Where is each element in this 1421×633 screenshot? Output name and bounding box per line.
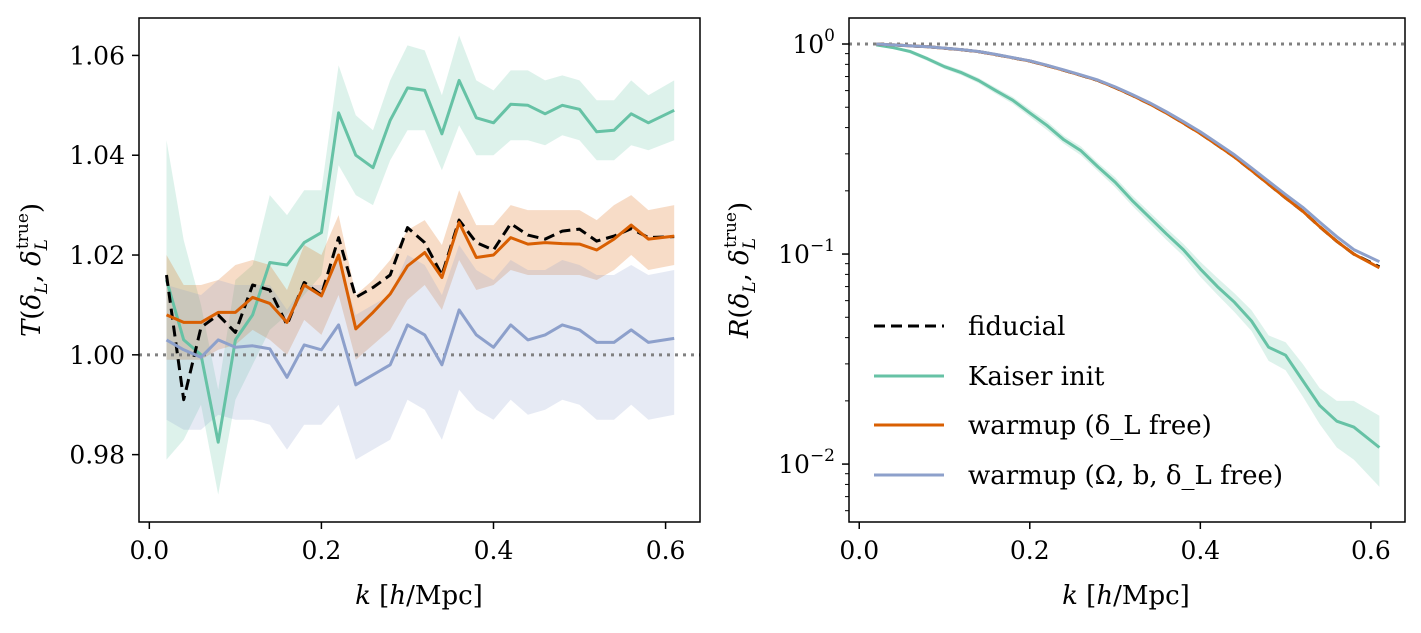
right-y-tick-exponent: −1 — [810, 236, 835, 256]
right-x-axis-label: k [h/Mpc] — [1062, 581, 1190, 611]
left-x-tick-label: 0.6 — [646, 536, 686, 565]
legend-label-fiducial: fiducial — [968, 312, 1065, 342]
right-line-kaiser-init — [876, 43, 1381, 449]
left-line-warmup-l-free — [165, 221, 675, 331]
left-y-tick-label: 0.98 — [69, 441, 125, 470]
legend-label-kaiser: Kaiser init — [968, 362, 1105, 392]
left-band-warmup-b-l-free — [166, 245, 675, 460]
legend: fiducial Kaiser init warmup (δ_L free) w… — [874, 312, 1283, 491]
left-y-tick-label: 1.04 — [69, 141, 125, 170]
right-line-warmup-b-l-free — [876, 42, 1381, 264]
right-lines — [849, 42, 1405, 449]
legend-label-warmup-omega: warmup (Ω, b, δ_L free) — [968, 461, 1283, 491]
right-y-tick-exponent: −2 — [810, 446, 835, 466]
right-y-tick-label: 100 — [792, 26, 835, 59]
left-panel: 0.0 0.2 0.4 0.6 0.98 1.00 1.02 1.04 1.06 k [h/Mp… — [13, 17, 701, 611]
right-axes-frame — [848, 17, 1406, 523]
left-y-tick-label: 1.06 — [69, 41, 125, 70]
right-ticks: 0.0 0.2 0.4 0.6 10−2 10−1 100 — [778, 26, 1391, 565]
left-y-axis-label: T(δL, δLtrue) — [13, 203, 52, 337]
right-x-tick-label: 0.6 — [1351, 536, 1391, 565]
left-x-tick-label: 0.0 — [129, 536, 169, 565]
left-ticks: 0.0 0.2 0.4 0.6 0.98 1.00 1.02 1.04 1.06 — [69, 41, 685, 565]
right-panel: 0.0 0.2 0.4 0.6 10−2 10−1 100 k [h/Mpc] R(δL, … — [721, 17, 1406, 611]
left-bands — [166, 35, 675, 495]
right-line-warmup-l-free — [876, 42, 1381, 270]
right-x-tick-label: 0.4 — [1180, 536, 1220, 565]
right-y-tick-exponent: 0 — [824, 26, 835, 46]
left-y-tick-label: 1.02 — [69, 241, 125, 270]
legend-label-warmup-delta: warmup (δ_L free) — [968, 411, 1212, 441]
left-y-tick-label: 1.00 — [69, 341, 125, 370]
left-x-axis-label: k [h/Mpc] — [355, 581, 483, 611]
right-y-tick-label: 10−1 — [778, 236, 835, 269]
left-line-kaiser-init — [165, 78, 675, 444]
right-x-tick-label: 0.2 — [1010, 536, 1050, 565]
left-line-fiducial — [165, 218, 675, 402]
left-lines — [139, 78, 700, 444]
left-axes-frame — [138, 17, 701, 523]
right-y-axis-label: R(δL, δLtrue) — [721, 202, 760, 339]
right-line-fiducial — [876, 42, 1381, 269]
left-band-warmup-l-free — [166, 190, 675, 360]
right-y-tick-label: 10−2 — [778, 446, 835, 479]
right-x-tick-label: 0.0 — [839, 536, 879, 565]
left-line-warmup-b-l-free — [165, 308, 675, 387]
left-x-tick-label: 0.2 — [302, 536, 342, 565]
left-x-tick-label: 0.4 — [474, 536, 514, 565]
